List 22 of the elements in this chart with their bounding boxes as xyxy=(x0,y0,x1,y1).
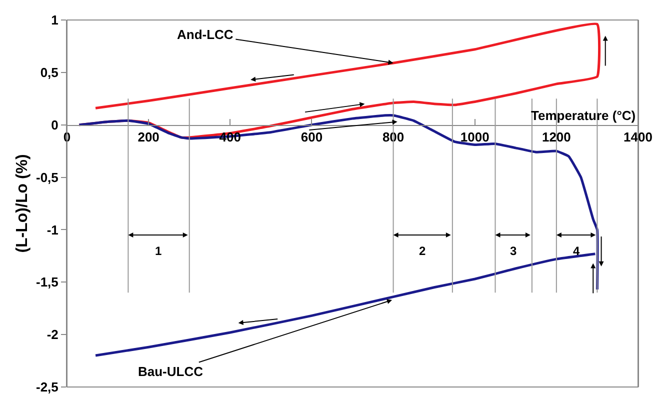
y-tick-label: -0,5 xyxy=(36,170,58,185)
annotation: 2 xyxy=(419,244,426,258)
series-label: Bau-ULCC xyxy=(138,364,204,379)
y-tick-label: -2,5 xyxy=(36,380,58,395)
x-tick-label: 1400 xyxy=(624,129,652,144)
x-tick-label: 200 xyxy=(138,129,160,144)
annotation: 3 xyxy=(510,244,517,258)
y-tick-label: 1 xyxy=(51,12,58,28)
y-tick-label: 0,5 xyxy=(40,64,58,80)
y-axis-title: (L-Lo)/Lo (%) xyxy=(14,154,31,253)
x-tick-label: 600 xyxy=(300,129,323,144)
annotation: 4 xyxy=(573,244,580,258)
annotation: 1 xyxy=(155,244,162,258)
y-tick-label: -1,5 xyxy=(36,274,58,290)
x-axis-title: Temperature (°C) xyxy=(531,108,636,123)
x-tick-label: 800 xyxy=(382,129,404,144)
y-tick-label: -2 xyxy=(46,327,58,342)
text: And-LCC xyxy=(177,27,234,42)
y-tick-label: -1 xyxy=(46,222,58,238)
x-tick-label: 1200 xyxy=(542,129,571,144)
y-tick-label: 0 xyxy=(51,117,58,132)
x-tick-label: 1000 xyxy=(460,129,490,144)
